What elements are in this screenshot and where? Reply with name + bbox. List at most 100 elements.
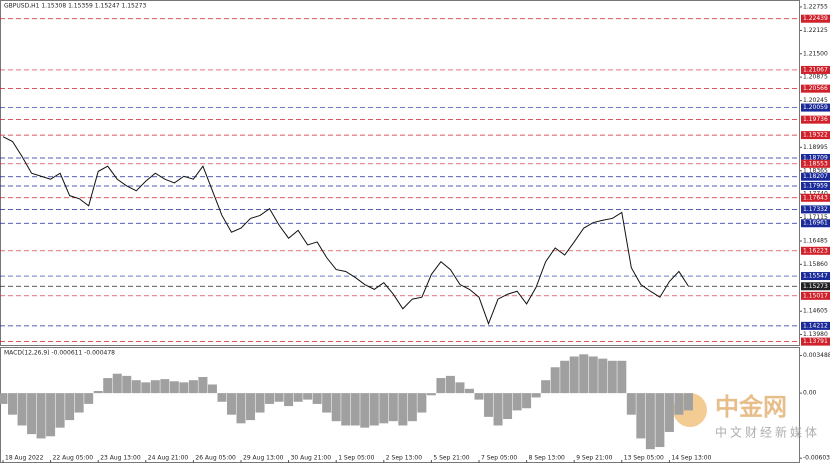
macd-bar (341, 393, 351, 426)
level-box (801, 291, 830, 300)
macd-bar (503, 393, 513, 420)
level-label: 1.14212 (803, 322, 828, 329)
level-label: 1.13791 (803, 338, 828, 345)
level-box (801, 321, 830, 330)
macd-bar (131, 380, 141, 394)
macd-bar (255, 393, 265, 413)
x-tick-label: 23 Aug 13:00 (100, 455, 141, 462)
macd-bar (293, 393, 303, 402)
macd-bar (122, 375, 132, 394)
x-tick-label: 1 Sep 05:00 (338, 455, 374, 462)
macd-bar (541, 380, 551, 394)
y-tick-label: 0.003488 (803, 352, 830, 359)
macd-bar (322, 393, 332, 413)
y-tick-label: 0.00 (803, 390, 817, 397)
macd-bar (398, 393, 408, 426)
macd-bar (17, 393, 27, 426)
level-box (801, 14, 830, 23)
level-box (801, 115, 830, 124)
level-box (801, 205, 830, 214)
level-label: 1.18553 (803, 160, 828, 167)
macd-bar (246, 393, 256, 421)
y-tick-label: 1.16485 (803, 238, 828, 245)
macd-bar (55, 393, 65, 428)
x-tick-label: 18 Aug 2022 (5, 455, 44, 462)
level-box (801, 153, 830, 162)
macd-bar (179, 382, 189, 394)
x-tick-label: 5 Sep 21:00 (433, 455, 469, 462)
macd-bar (207, 384, 217, 394)
macd-bar (27, 393, 37, 435)
macd-bar (436, 378, 446, 394)
macd-bar (674, 393, 684, 415)
macd-bar (103, 378, 113, 394)
macd-bar (369, 393, 379, 426)
level-label: 1.16223 (803, 247, 828, 254)
x-tick-label: 22 Aug 05:00 (53, 455, 94, 462)
macd-bar (217, 393, 227, 402)
macd-bar (407, 393, 417, 422)
macd-bar (531, 393, 541, 398)
level-label: 1.17959 (803, 182, 828, 189)
macd-bar (426, 393, 436, 396)
macd-bar (388, 393, 398, 422)
macd-bar (617, 360, 627, 394)
level-label: 1.18207 (803, 173, 828, 180)
y-tick-label: 1.13980 (803, 331, 828, 338)
macd-bar (512, 393, 522, 411)
x-tick-label: 13 Sep 05:00 (624, 455, 664, 462)
level-box (801, 219, 830, 228)
level-box (801, 337, 830, 346)
level-label: 1.16961 (803, 220, 828, 227)
price-panel (0, 0, 800, 346)
macd-bar (474, 393, 484, 400)
level-box (801, 103, 830, 112)
macd-bar (493, 393, 503, 426)
macd-bar (379, 393, 389, 424)
macd-bar (150, 380, 160, 394)
macd-bar (226, 393, 236, 415)
level-box (801, 65, 830, 74)
macd-bar (588, 356, 598, 394)
price-title: GBPUSD,H1 1.15308 1.15359 1.15247 1.1527… (4, 3, 146, 10)
macd-bar (455, 382, 465, 394)
price-line (2, 136, 689, 326)
level-box (801, 159, 830, 168)
macd-bar (274, 393, 284, 402)
macd-bar (331, 393, 341, 422)
level-label: 1.19736 (803, 116, 828, 123)
macd-bar (198, 376, 208, 394)
level-box (801, 131, 830, 140)
y-tick-label: 1.17115 (803, 214, 828, 221)
macd-bar (579, 354, 589, 394)
macd-bar (36, 393, 46, 439)
watermark-tagline: 中文财经新媒体 (715, 425, 820, 440)
macd-bar (683, 393, 693, 411)
level-box (801, 246, 830, 255)
macd-bar (188, 380, 198, 394)
macd-bar (65, 393, 75, 421)
macd-bar (141, 382, 151, 394)
macd-bar (160, 379, 170, 394)
x-tick-label: 24 Aug 21:00 (148, 455, 189, 462)
level-label: 1.17332 (803, 206, 828, 213)
level-box (801, 272, 830, 281)
x-tick-label: 26 Aug 05:00 (195, 455, 236, 462)
level-label: 1.21067 (803, 66, 828, 73)
level-label: 1.15547 (803, 273, 828, 280)
level-label: 1.15017 (803, 292, 828, 299)
macd-bar (303, 393, 313, 400)
x-tick-label: 2 Sep 13:00 (386, 455, 422, 462)
y-tick-label: 1.15860 (803, 261, 828, 268)
macd-bar (112, 373, 122, 394)
macd-bar (93, 390, 103, 394)
macd-bar (550, 367, 560, 394)
level-box (801, 282, 830, 291)
x-tick-label: 29 Aug 13:00 (243, 455, 284, 462)
y-tick-label: 1.22125 (803, 27, 828, 34)
macd-bar (265, 393, 275, 404)
level-label: 1.20059 (803, 104, 828, 111)
macd-bar (484, 393, 494, 417)
